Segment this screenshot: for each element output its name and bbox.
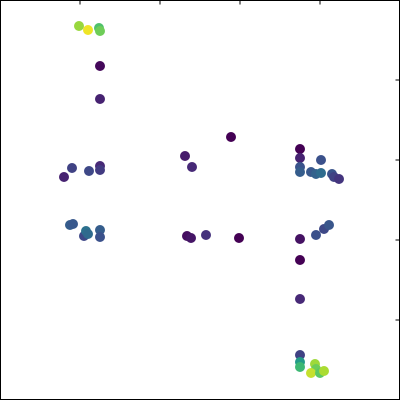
scatter-point <box>319 366 329 376</box>
scatter-point <box>306 368 316 378</box>
scatter-point <box>324 220 334 230</box>
scatter-point <box>234 233 244 243</box>
scatter-point <box>186 233 196 243</box>
scatter-point <box>295 255 305 265</box>
scatter-point <box>295 167 305 177</box>
scatter-point <box>226 132 236 142</box>
scatter-point <box>334 174 344 184</box>
scatter-point <box>295 234 305 244</box>
scatter-point <box>180 151 190 161</box>
scatter-point <box>95 26 105 36</box>
scatter-point <box>95 232 105 242</box>
scatter-point <box>316 155 326 165</box>
scatter-point <box>295 350 305 360</box>
scatter-point <box>95 94 105 104</box>
scatter-point <box>83 25 93 35</box>
y-ticks <box>395 79 400 321</box>
scatter-point <box>83 229 93 239</box>
scatter-point <box>74 21 84 31</box>
scatter-point <box>68 219 78 229</box>
scatter-point <box>95 61 105 71</box>
scatter-point <box>95 165 105 175</box>
scatter-point <box>311 230 321 240</box>
scatter-point <box>59 172 69 182</box>
scatter-point <box>295 362 305 372</box>
scatter-point <box>84 166 94 176</box>
scatter-point <box>201 230 211 240</box>
scatter-point <box>295 144 305 154</box>
scatter-point <box>67 163 77 173</box>
scatter-point <box>316 168 326 178</box>
data-points <box>59 21 344 378</box>
x-ticks <box>79 0 321 5</box>
scatter-point <box>295 153 305 163</box>
scatter-point <box>95 225 105 235</box>
scatter-point <box>187 162 197 172</box>
scatter-point <box>295 294 305 304</box>
